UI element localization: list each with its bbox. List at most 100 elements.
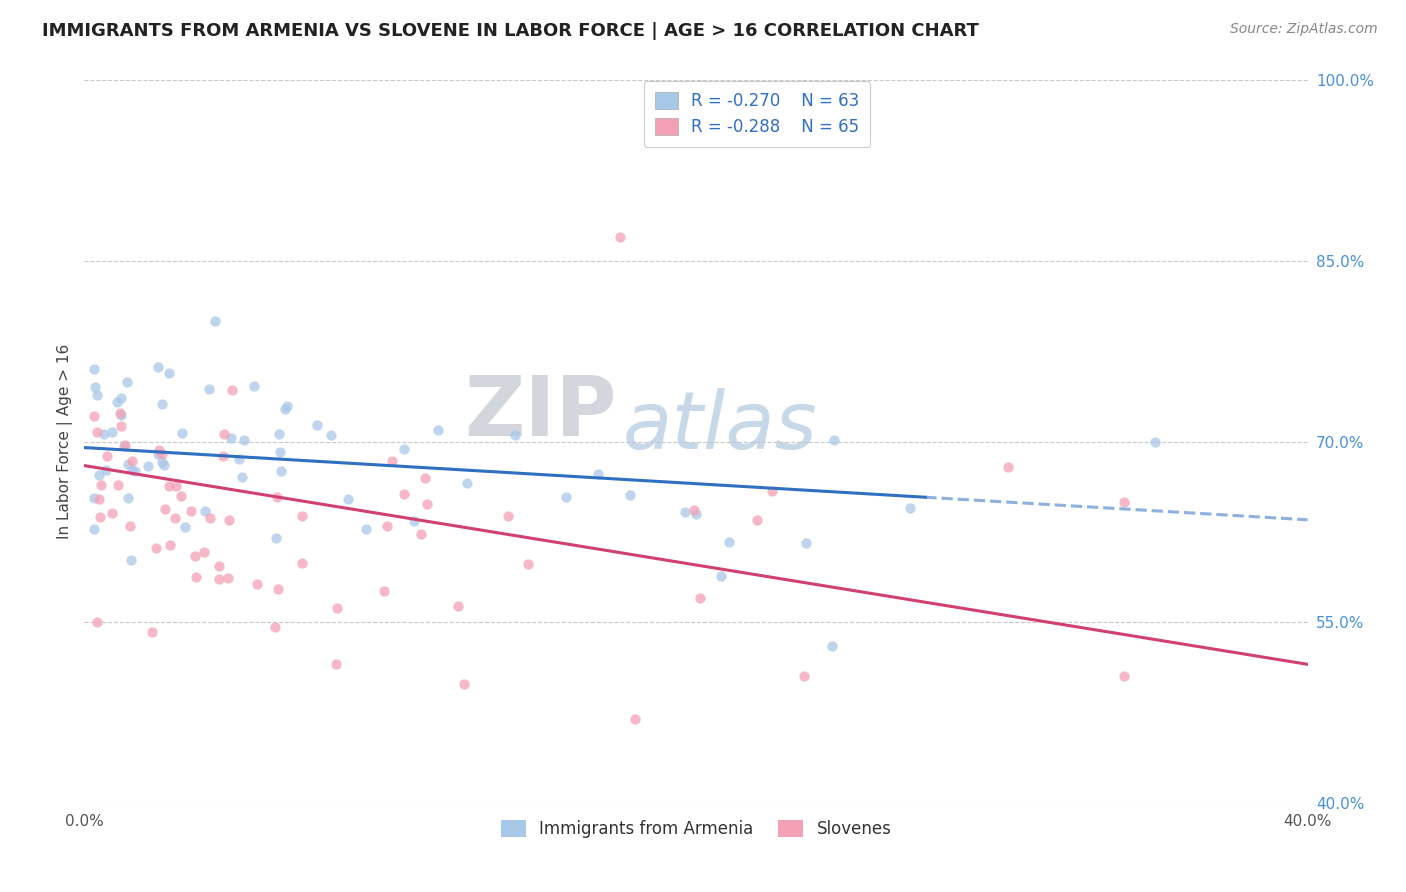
Point bbox=[208, 572, 231, 586]
Point bbox=[823, 434, 845, 448]
Point bbox=[266, 531, 288, 545]
Point bbox=[682, 503, 704, 517]
Point bbox=[121, 463, 143, 477]
Point bbox=[180, 504, 202, 518]
Point bbox=[87, 468, 110, 483]
Point bbox=[101, 425, 124, 439]
Point bbox=[212, 427, 235, 442]
Point bbox=[117, 375, 139, 389]
Point bbox=[153, 502, 176, 516]
Point bbox=[173, 520, 195, 534]
Point bbox=[496, 509, 519, 524]
Point bbox=[685, 507, 707, 521]
Point bbox=[821, 639, 844, 653]
Legend: Immigrants from Armenia, Slovenes: Immigrants from Armenia, Slovenes bbox=[494, 814, 898, 845]
Point bbox=[453, 677, 475, 691]
Point bbox=[794, 536, 817, 550]
Point bbox=[83, 491, 105, 505]
Point bbox=[276, 399, 298, 413]
Point bbox=[413, 471, 436, 485]
Point bbox=[117, 491, 139, 505]
Point bbox=[232, 433, 254, 447]
Point bbox=[290, 509, 312, 524]
Point bbox=[110, 408, 132, 422]
Point bbox=[291, 556, 314, 570]
Point bbox=[124, 464, 146, 478]
Point bbox=[86, 615, 108, 629]
Text: Source: ZipAtlas.com: Source: ZipAtlas.com bbox=[1230, 22, 1378, 37]
Point bbox=[503, 428, 526, 442]
Point bbox=[83, 409, 105, 423]
Point bbox=[186, 569, 208, 583]
Point bbox=[326, 601, 349, 615]
Point bbox=[193, 545, 215, 559]
Point bbox=[997, 460, 1019, 475]
Point bbox=[761, 484, 783, 499]
Point bbox=[673, 505, 696, 519]
Point bbox=[204, 314, 226, 328]
Point bbox=[157, 366, 180, 380]
Point bbox=[114, 438, 136, 452]
Point bbox=[138, 459, 160, 474]
Point bbox=[325, 657, 347, 671]
Point bbox=[392, 442, 415, 457]
Point bbox=[373, 584, 395, 599]
Point bbox=[112, 439, 135, 453]
Point bbox=[375, 519, 398, 533]
Point bbox=[110, 391, 132, 405]
Point bbox=[219, 431, 242, 445]
Text: atlas: atlas bbox=[623, 388, 817, 467]
Point bbox=[194, 504, 217, 518]
Point bbox=[87, 492, 110, 507]
Point bbox=[159, 538, 181, 552]
Point bbox=[150, 455, 173, 469]
Point bbox=[93, 426, 115, 441]
Point bbox=[117, 457, 139, 471]
Point bbox=[793, 669, 815, 683]
Point bbox=[231, 469, 253, 483]
Point bbox=[269, 426, 291, 441]
Point bbox=[120, 553, 142, 567]
Point bbox=[747, 513, 769, 527]
Point bbox=[402, 514, 425, 528]
Point bbox=[1143, 434, 1166, 449]
Point bbox=[305, 417, 328, 432]
Point bbox=[516, 558, 538, 572]
Point bbox=[198, 510, 221, 524]
Point bbox=[83, 380, 105, 394]
Point bbox=[148, 443, 170, 458]
Point bbox=[898, 500, 921, 515]
Point bbox=[555, 490, 578, 504]
Point bbox=[86, 388, 108, 402]
Point bbox=[717, 535, 740, 549]
Point bbox=[609, 229, 631, 244]
Point bbox=[110, 419, 132, 434]
Point bbox=[246, 576, 269, 591]
Point bbox=[427, 423, 450, 437]
Point bbox=[83, 522, 105, 536]
Point bbox=[148, 359, 170, 374]
Point bbox=[447, 599, 470, 613]
Point bbox=[163, 510, 186, 524]
Point bbox=[416, 497, 439, 511]
Point bbox=[89, 510, 111, 524]
Point bbox=[96, 449, 118, 463]
Point bbox=[207, 558, 229, 573]
Point bbox=[121, 454, 143, 468]
Point bbox=[165, 478, 187, 492]
Point bbox=[83, 361, 105, 376]
Point bbox=[86, 425, 108, 439]
Point bbox=[146, 447, 169, 461]
Point bbox=[118, 518, 141, 533]
Point bbox=[141, 624, 163, 639]
Point bbox=[321, 428, 343, 442]
Point bbox=[221, 383, 243, 397]
Point bbox=[242, 379, 264, 393]
Point bbox=[101, 506, 124, 520]
Point bbox=[270, 464, 292, 478]
Point bbox=[619, 488, 641, 502]
Point bbox=[218, 513, 240, 527]
Point bbox=[1114, 669, 1136, 683]
Point bbox=[170, 425, 193, 440]
Point bbox=[96, 463, 118, 477]
